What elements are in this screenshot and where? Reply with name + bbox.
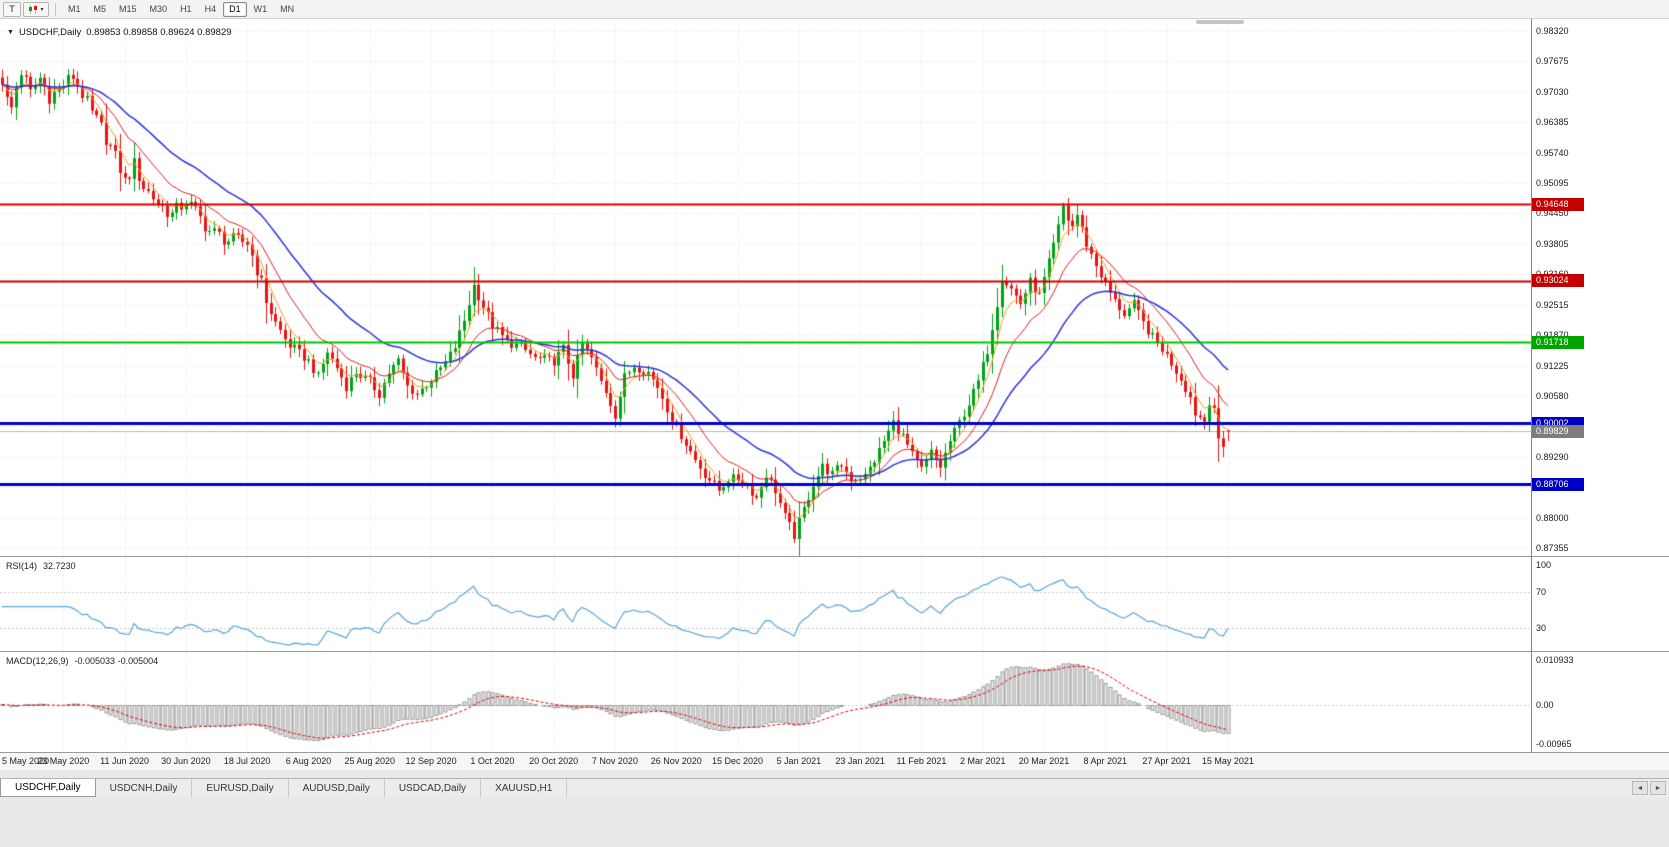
price-axis-border — [1531, 19, 1532, 753]
timeframe-m1[interactable]: M1 — [68, 4, 81, 14]
date-tick-label: 15 May 2021 — [1201, 756, 1254, 766]
chart-ohlc-values: 0.89853 0.89858 0.89624 0.89829 — [86, 27, 232, 38]
chevron-down-icon: ▾ — [40, 6, 44, 13]
date-tick-label: 20 Mar 2021 — [1018, 756, 1070, 766]
timeframe-mn[interactable]: MN — [280, 4, 295, 14]
tab-scroll-buttons: ◄ ► — [1632, 781, 1666, 795]
macd-indicator-name: MACD(12,26,9) — [6, 656, 69, 666]
date-tick-label: 5 May 2020 — [2, 756, 50, 766]
macd-tick-label: 0.010933 — [1536, 655, 1574, 665]
tab-usdcad-daily[interactable]: USDCAD,Daily — [385, 779, 482, 797]
hline-price-badge: 0.94648 — [1532, 198, 1584, 211]
price-chart-canvas[interactable] — [0, 24, 1531, 556]
price-tick-label: 0.98320 — [1536, 26, 1569, 36]
price-tick-label: 0.95740 — [1536, 148, 1569, 158]
chart-symbol-period: USDCHF,Daily — [18, 27, 82, 38]
macd-panel-canvas[interactable] — [0, 652, 1531, 751]
date-tick-label: 18 Jul 2020 — [223, 756, 271, 766]
date-tick-label: 25 Aug 2020 — [344, 756, 396, 766]
date-tick-label: 12 Sep 2020 — [405, 756, 457, 766]
tabs-scroll-right-button[interactable]: ► — [1650, 781, 1666, 795]
timeframe-m5[interactable]: M5 — [93, 4, 107, 14]
price-tick-label: 0.94450 — [1536, 208, 1569, 218]
chart-tabs-bar: USDCHF,Daily USDCNH,Daily EURUSD,Daily AUDU… — [0, 778, 1669, 797]
tabs-scroll-left-button[interactable]: ◄ — [1632, 781, 1648, 795]
date-tick-label: 7 Nov 2020 — [591, 756, 638, 766]
date-tick-label: 15 Dec 2020 — [712, 756, 764, 766]
timeframe-m15[interactable]: M15 — [119, 4, 137, 14]
rsi-tick-label: 70 — [1536, 587, 1547, 597]
timeframe-w1[interactable]: W1 — [253, 4, 268, 14]
macd-tick-label: -0.00965 — [1536, 739, 1572, 749]
hline-price-badge: 0.91718 — [1532, 336, 1584, 349]
date-tick-label: 1 Oct 2020 — [470, 756, 515, 766]
date-tick-label: 11 Jun 2020 — [100, 756, 150, 766]
panel-separator[interactable] — [0, 556, 1669, 557]
chart-scrollbar[interactable] — [0, 19, 1531, 24]
date-tick-label: 20 Oct 2020 — [529, 756, 579, 766]
price-tick-label: 0.91870 — [1536, 330, 1569, 340]
candlestick-icon — [29, 4, 38, 14]
timeframe-m30[interactable]: M30 — [149, 4, 168, 14]
panel-separator[interactable] — [0, 651, 1669, 652]
date-tick-label: 23 May 2020 — [37, 756, 90, 766]
price-tick-label: 0.95095 — [1536, 178, 1569, 188]
date-tick-label: 8 Apr 2021 — [1083, 756, 1128, 766]
price-tick-label: 0.87355 — [1536, 543, 1569, 553]
date-tick-label: 30 Jun 2020 — [161, 756, 211, 766]
rsi-tick-label: 30 — [1536, 623, 1547, 633]
date-tick-label: 23 Jan 2021 — [835, 756, 885, 766]
timeframe-d1[interactable]: D1 — [223, 1, 247, 17]
rsi-tick-label: 100 — [1536, 560, 1552, 570]
rsi-indicator-value: 32.7230 — [43, 561, 76, 571]
price-tick-label: 0.91225 — [1536, 361, 1569, 371]
date-tick-label: 2 Mar 2021 — [959, 756, 1006, 766]
macd-indicator-values: -0.005033 -0.005004 — [74, 656, 159, 666]
tab-eurusd-daily[interactable]: EURUSD,Daily — [192, 779, 289, 797]
date-tick-label: 5 Jan 2021 — [776, 756, 822, 766]
price-tick-label: 0.90580 — [1536, 391, 1569, 401]
macd-tick-label: 0.00 — [1536, 700, 1554, 710]
rsi-panel-canvas[interactable] — [0, 557, 1531, 651]
hline-price-badge: 0.88706 — [1532, 478, 1584, 491]
tab-usdchf-daily[interactable]: USDCHF,Daily — [0, 779, 96, 797]
scrollbar-thumb[interactable] — [1196, 20, 1244, 24]
chart-tabs: USDCHF,Daily USDCNH,Daily EURUSD,Daily AUDU… — [0, 779, 568, 797]
price-tick-label: 0.97030 — [1536, 87, 1569, 97]
price-tick-label: 0.88000 — [1536, 513, 1569, 523]
date-tick-label: 11 Feb 2021 — [896, 756, 947, 766]
current-price-badge: 0.89829 — [1532, 425, 1584, 438]
timeframe-h4[interactable]: H4 — [204, 4, 217, 14]
date-tick-label: 27 Apr 2021 — [1142, 756, 1191, 766]
timeframe-h1[interactable]: H1 — [180, 4, 192, 14]
price-tick-label: 0.89290 — [1536, 452, 1569, 462]
axis-separator — [0, 752, 1669, 753]
macd-label: MACD(12,26,9) -0.005033 -0.005004 — [6, 656, 158, 666]
date-tick-label: 6 Aug 2020 — [285, 756, 332, 766]
chart-title: ▼ USDCHF,Daily 0.89853 0.89858 0.89624 0… — [7, 27, 232, 38]
toolbar: T ▾ M1 M5 M15 M30 H1 H4 D1 W1 MN — [0, 0, 1669, 19]
hline-price-badge: 0.93024 — [1532, 274, 1584, 287]
chart-dropdown-icon[interactable]: ▼ — [7, 29, 14, 36]
timeframe-buttons: M1 M5 M15 M30 H1 H4 D1 W1 MN — [62, 1, 300, 17]
price-axis[interactable]: 0.98320 0.97675 0.97030 0.96385 0.95740 0.950… — [1532, 19, 1669, 753]
tab-audusd-daily[interactable]: AUDUSD,Daily — [289, 779, 385, 797]
tab-usdcnh-daily[interactable]: USDCNH,Daily — [96, 779, 193, 797]
chart-type-button[interactable]: ▾ — [23, 1, 49, 17]
toolbar-separator — [55, 2, 56, 16]
price-tick-label: 0.92515 — [1536, 300, 1569, 310]
price-tick-label: 0.96385 — [1536, 117, 1569, 127]
rsi-label: RSI(14) 32.7230 — [6, 561, 76, 571]
price-tick-label: 0.97675 — [1536, 56, 1569, 66]
price-tick-label: 0.93805 — [1536, 239, 1569, 249]
date-tick-label: 26 Nov 2020 — [650, 756, 702, 766]
tab-xauusd-h1[interactable]: XAUUSD,H1 — [481, 779, 568, 797]
rsi-indicator-name: RSI(14) — [6, 561, 38, 571]
date-axis[interactable]: 5 May 2020 23 May 2020 11 Jun 2020 30 Jun 2… — [0, 753, 1669, 770]
toolbar-button-t[interactable]: T — [3, 1, 21, 17]
